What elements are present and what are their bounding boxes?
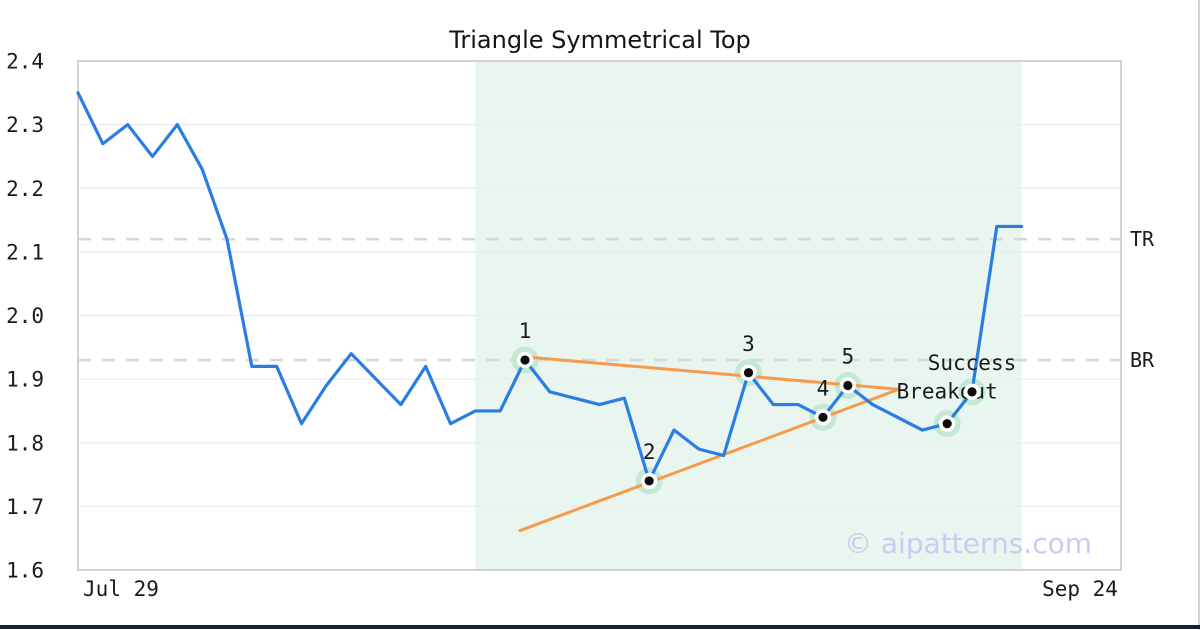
level-label-br: BR xyxy=(1130,348,1155,372)
point-labels: 1 2 3 45 Breakout Success xyxy=(519,319,1017,464)
level-label-tr: TR xyxy=(1130,227,1155,251)
y-tick-label: 2.2 xyxy=(6,177,44,201)
point-dot xyxy=(644,476,654,486)
y-tick-label: 1.8 xyxy=(6,431,44,455)
chart-title: Triangle Symmetrical Top xyxy=(448,26,751,54)
point-dot xyxy=(967,387,977,397)
axis-tick-labels: 2.4 2.3 2.2 2.1 2.0 1.9 1.8 1.7 1.6 Jul 29 Sep 24 xyxy=(6,50,1118,602)
y-tick-label: 2.3 xyxy=(6,113,44,137)
point-label-5: 5 xyxy=(842,344,855,368)
price-polyline xyxy=(76,91,1024,483)
right-edge-line xyxy=(1198,0,1200,630)
watermark: © aipatterns.com xyxy=(844,527,1092,560)
trendline-lower xyxy=(518,387,901,533)
point-dot xyxy=(843,380,853,391)
gridlines xyxy=(78,123,1121,508)
y-tick-label: 2.0 xyxy=(6,304,44,328)
x-tick-label: Jul 29 xyxy=(83,577,159,601)
y-tick-label: 1.7 xyxy=(6,495,44,519)
point-label-4: 4 xyxy=(817,376,830,400)
y-tick-label: 1.9 xyxy=(6,368,44,392)
point-label-2: 2 xyxy=(643,440,656,464)
trendlines xyxy=(518,355,901,533)
plot-border-rect xyxy=(77,60,1122,571)
point-label-1: 1 xyxy=(519,319,532,343)
point-dot xyxy=(743,368,754,378)
point-dot xyxy=(818,412,828,422)
point-markers xyxy=(516,351,981,490)
point-label-breakout: Breakout xyxy=(897,380,998,404)
plot-border xyxy=(77,60,1122,571)
bottom-accent-bar xyxy=(0,625,1200,629)
y-tick-label: 2.4 xyxy=(6,50,44,74)
trendline-upper xyxy=(523,355,901,391)
point-dot xyxy=(520,355,530,365)
price-line xyxy=(76,91,1024,483)
y-tick-label: 2.1 xyxy=(6,240,44,264)
x-tick-label: Sep 24 xyxy=(1042,577,1118,601)
y-tick-label: 1.6 xyxy=(6,559,44,583)
point-dot xyxy=(942,419,952,429)
point-label-success: Success xyxy=(928,351,1017,375)
point-label-3: 3 xyxy=(742,332,755,356)
